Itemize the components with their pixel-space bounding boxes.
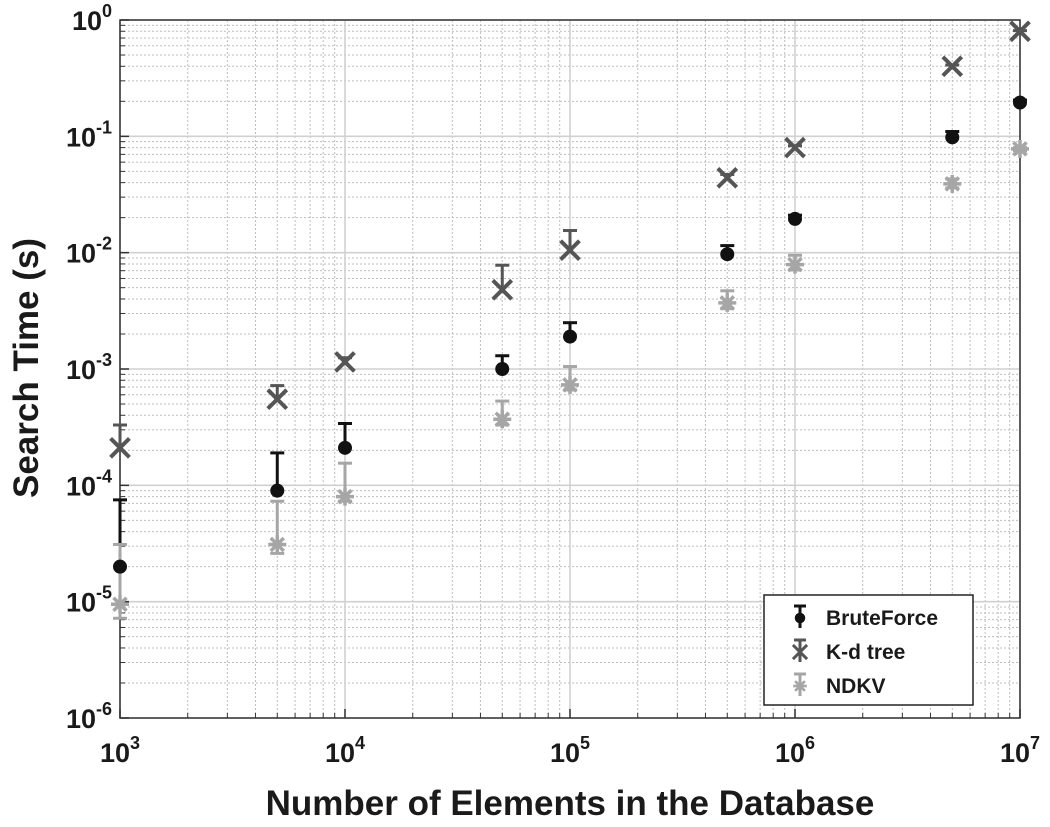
ndkv-point: [786, 255, 804, 274]
bruteforce-point: [338, 440, 352, 455]
k-d-tree-error-bar: [563, 229, 577, 251]
legend-item-k-d-tree: K-d tree: [791, 638, 905, 664]
data-markers: [109, 20, 1031, 614]
k-d-tree-point: [491, 278, 514, 301]
y-tick-label: 10-1: [66, 117, 112, 152]
x-tick-label: 105: [550, 733, 590, 768]
x-axis-title: Number of Elements in the Database: [266, 784, 875, 823]
k-d-tree-point: [784, 136, 806, 159]
ndkv-point: [493, 410, 512, 429]
ndkv-point: [268, 535, 287, 554]
x-tick-label: 103: [100, 733, 140, 768]
x-tick-label: 104: [325, 733, 365, 768]
y-tick-label: 10-3: [66, 350, 112, 385]
tick-labels: 103 104 105 106 107 10-6 10-5 10-4 10-3 10-2 10-1 1…: [66, 1, 1040, 768]
legend-label-bruteforce: BruteForce: [826, 607, 938, 630]
ndkv-point: [1011, 139, 1029, 158]
k-d-tree-error-bar: [495, 263, 510, 290]
x-tick-label: 107: [1000, 733, 1040, 768]
k-d-tree-point: [334, 351, 356, 373]
k-d-tree-point: [941, 55, 964, 78]
legend: BruteForce K-d tree NDKV: [763, 594, 974, 706]
x-tick-label: 106: [775, 733, 815, 768]
legend-marker-k-d-tree: [791, 643, 809, 661]
k-d-tree-point: [716, 166, 739, 189]
legend-item-bruteforce: BruteForce: [794, 604, 938, 630]
bruteforce-point: [788, 211, 802, 226]
legend-label-k-d-tree: K-d tree: [826, 641, 905, 664]
ndkv-point: [111, 595, 129, 614]
k-d-tree-point: [109, 437, 131, 459]
k-d-tree-error-bar: [113, 423, 127, 448]
legend-marker-bruteforce: [794, 612, 806, 624]
ndkv-point: [718, 293, 737, 312]
ndkv-point: [561, 375, 579, 394]
y-axis-title: Search Time (s): [7, 238, 46, 498]
ticks: [119, 19, 1021, 719]
bruteforce-point: [945, 130, 960, 145]
ndkv-point: [943, 174, 962, 193]
k-d-tree-point: [559, 239, 581, 262]
legend-marker-ndkv: [793, 679, 807, 693]
bruteforce-point: [270, 483, 285, 498]
y-tick-label: 10-4: [66, 466, 112, 501]
legend-label-ndkv: NDKV: [826, 675, 886, 698]
k-d-tree-point: [266, 388, 289, 411]
bruteforce-point: [720, 247, 735, 262]
bruteforce-point: [113, 559, 127, 574]
k-d-tree-point: [1009, 20, 1031, 43]
bruteforce-point: [495, 362, 510, 376]
legend-item-ndkv: NDKV: [793, 672, 886, 698]
bruteforce-point: [1013, 95, 1027, 110]
bruteforce-point: [563, 329, 577, 344]
y-tick-label: 10-5: [66, 583, 112, 618]
y-tick-label: 100: [72, 1, 112, 36]
y-tick-label: 10-6: [66, 699, 112, 734]
y-tick-label: 10-2: [66, 234, 112, 269]
ndkv-point: [336, 487, 354, 506]
